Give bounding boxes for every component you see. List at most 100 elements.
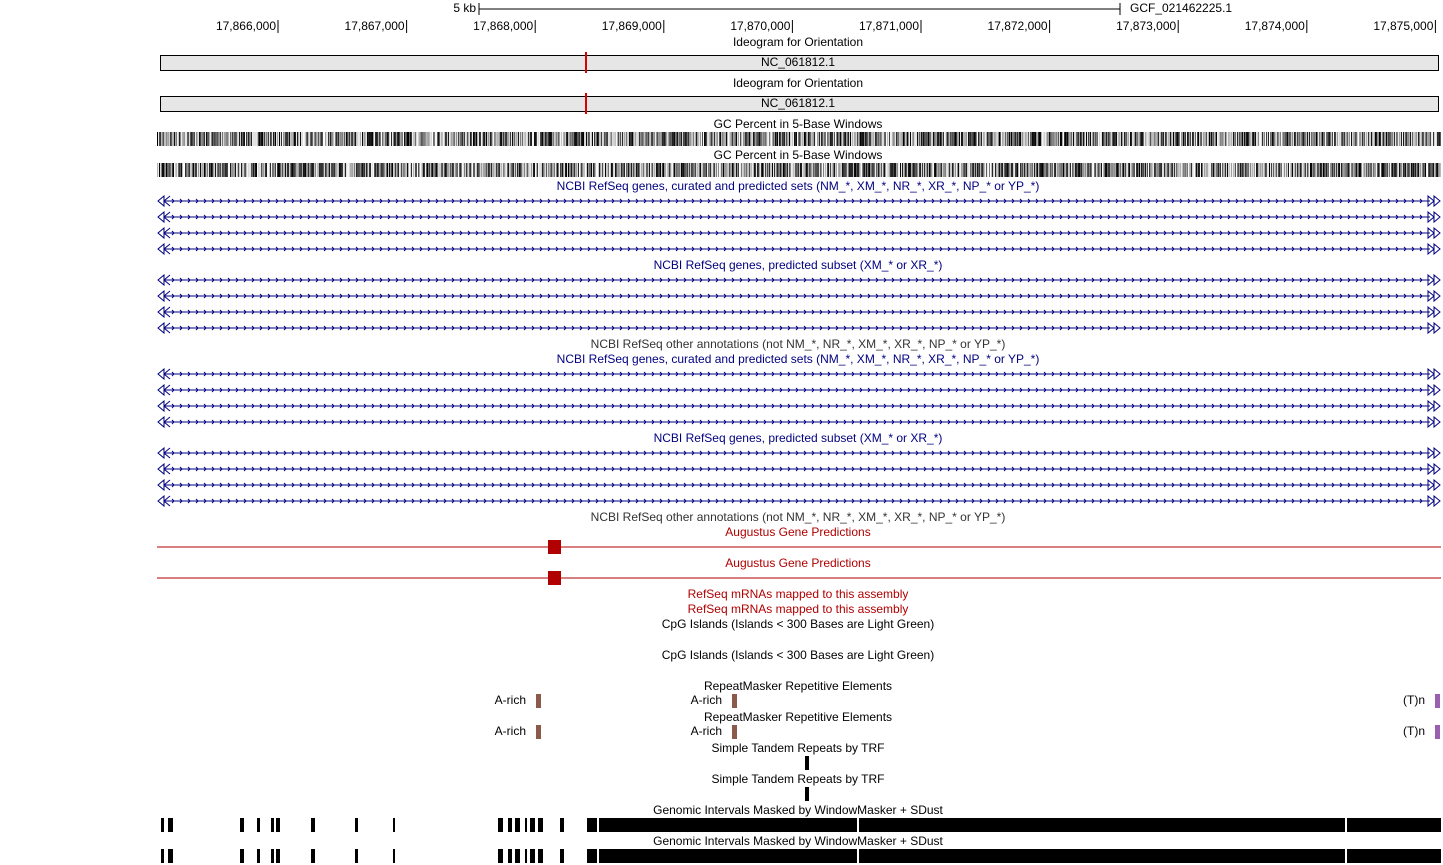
gc-window: [687, 132, 688, 146]
gc-window: [520, 163, 521, 177]
gc-window: [1243, 163, 1244, 177]
gc-window: [1384, 163, 1385, 177]
gc-window: [296, 132, 297, 146]
gc-window: [741, 163, 742, 177]
gc-window: [1315, 163, 1316, 177]
gc-window: [567, 132, 568, 146]
gc-window: [1330, 163, 1331, 177]
gc-window: [243, 163, 244, 177]
gc-window: [1436, 132, 1437, 146]
gc-window: [882, 163, 883, 177]
gc-window: [693, 132, 694, 146]
gc-window: [1267, 132, 1268, 146]
gc-window: [903, 132, 904, 146]
gc-window: [747, 163, 748, 177]
gc-window: [1161, 163, 1162, 177]
gc-window: [275, 132, 276, 146]
gc-window: [912, 163, 913, 177]
gc-window: [1329, 163, 1330, 177]
gc-window: [859, 163, 860, 177]
gc-window: [1193, 132, 1194, 146]
gc-window: [280, 163, 281, 177]
gc-window: [544, 163, 545, 177]
gc-window: [1107, 132, 1108, 146]
gc-window: [960, 132, 961, 146]
masked-interval: [1347, 818, 1441, 832]
gc-window: [1009, 132, 1010, 146]
gc-window: [182, 163, 183, 177]
gene-model: [157, 305, 1441, 319]
gc-window: [373, 163, 374, 177]
gc-window: [256, 163, 257, 177]
chrom-label: NC_061812.1: [761, 55, 835, 69]
gc-window: [784, 132, 785, 146]
gc-window: [403, 163, 404, 177]
gc-window: [1301, 163, 1302, 177]
gc-window: [503, 132, 504, 146]
gc-window: [553, 132, 554, 146]
gc-window: [1261, 163, 1262, 177]
gc-window: [685, 132, 686, 146]
gc-window: [1006, 163, 1007, 177]
gc-window: [487, 163, 488, 177]
gc-window: [1007, 132, 1008, 146]
gc-window: [452, 132, 453, 146]
gc-window: [1427, 132, 1428, 146]
gc-window: [412, 132, 413, 146]
gc-window: [247, 132, 248, 146]
gc-window: [928, 132, 929, 146]
track-title: Simple Tandem Repeats by TRF: [712, 741, 885, 755]
gc-window: [1218, 132, 1219, 146]
gc-window: [226, 132, 227, 146]
gc-window: [550, 163, 551, 177]
gc-window: [1407, 163, 1408, 177]
gc-window: [892, 163, 893, 177]
gc-window: [181, 163, 182, 177]
gc-window: [1372, 163, 1373, 177]
gc-window: [176, 163, 177, 177]
gc-window: [1305, 163, 1306, 177]
gc-window: [1105, 132, 1106, 146]
gc-window: [182, 132, 183, 146]
gc-window: [203, 163, 204, 177]
gc-window: [1424, 163, 1425, 177]
gc-window: [506, 132, 507, 146]
gc-window: [571, 132, 572, 146]
gc-window: [725, 132, 726, 146]
gc-window: [461, 132, 462, 146]
gc-window: [208, 163, 209, 177]
gc-window: [284, 132, 285, 146]
gc-window: [456, 163, 457, 177]
gc-window: [1026, 163, 1027, 177]
gc-window: [367, 163, 368, 177]
gc-window: [208, 132, 209, 146]
gc-window: [640, 163, 641, 177]
gc-window: [1069, 163, 1070, 177]
gc-window: [726, 163, 727, 177]
gc-window: [1291, 132, 1292, 146]
gc-window: [1107, 163, 1108, 177]
gc-window: [441, 163, 442, 177]
gc-window: [1164, 163, 1165, 177]
gc-window: [980, 132, 981, 146]
gc-window: [1437, 163, 1438, 177]
gc-window: [733, 163, 734, 177]
gc-window: [292, 163, 293, 177]
gc-window: [424, 163, 425, 177]
gc-window: [287, 132, 288, 146]
gc-window: [781, 132, 782, 146]
gc-window: [799, 163, 800, 177]
gc-window: [245, 163, 246, 177]
masked-interval: [257, 818, 260, 832]
gc-window: [381, 163, 382, 177]
gc-window: [576, 163, 577, 177]
gc-window: [285, 163, 286, 177]
gc-window: [760, 132, 761, 146]
track-title: GC Percent in 5-Base Windows: [714, 148, 883, 162]
gc-window: [1313, 132, 1314, 146]
gc-window: [702, 163, 703, 177]
gc-window: [1285, 132, 1286, 146]
gc-window: [927, 163, 928, 177]
gc-window: [235, 163, 236, 177]
gc-window: [206, 132, 207, 146]
